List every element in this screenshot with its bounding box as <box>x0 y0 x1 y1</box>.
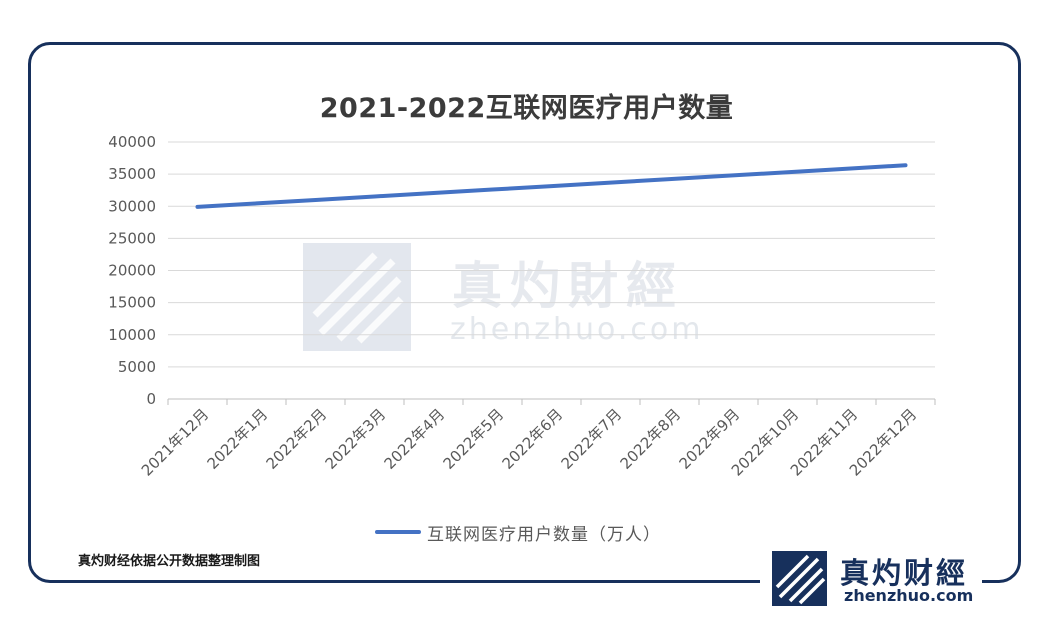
x-tick-label: 2022年2月 <box>263 405 331 473</box>
x-tick-label: 2022年7月 <box>558 405 626 473</box>
series-line <box>195 163 908 209</box>
x-tick-label: 2022年6月 <box>499 405 567 473</box>
y-tick-label: 20000 <box>108 262 156 280</box>
y-tick-label: 35000 <box>108 165 156 183</box>
x-tick-label: 2021年12月 <box>138 405 212 479</box>
legend-swatch <box>375 530 421 534</box>
logo-square-icon <box>772 551 827 606</box>
y-tick-label: 0 <box>146 390 156 408</box>
logo-stripes-icon <box>775 554 826 605</box>
y-tick-label: 10000 <box>108 326 156 344</box>
y-tick-label: 25000 <box>108 229 156 247</box>
y-tick-label: 40000 <box>108 133 156 151</box>
chart-frame <box>28 42 1021 583</box>
watermark-stripes-icon <box>312 252 404 344</box>
watermark-text-en: zhenzhuo.com <box>450 312 704 347</box>
source-note: 真灼财经依据公开数据整理制图 <box>78 554 261 569</box>
chart-title: 2021-2022互联网医疗用户数量 <box>319 93 734 124</box>
x-tick-label: 2022年3月 <box>322 405 390 473</box>
y-tick-label: 5000 <box>118 358 156 376</box>
x-tick-label: 2022年8月 <box>617 405 685 473</box>
legend-label: 互联网医疗用户数量（万人） <box>427 524 661 545</box>
y-tick-label: 15000 <box>108 294 156 312</box>
x-tick-label: 2022年4月 <box>381 405 449 473</box>
brand-logo: 真灼财經 zhenzhuo.com <box>760 546 982 612</box>
watermark-text-cn: 真灼財經 <box>452 257 684 315</box>
logo-name-en: zhenzhuo.com <box>844 586 974 605</box>
x-tick-label: 2022年1月 <box>204 405 272 473</box>
x-tick-label: 2022年5月 <box>440 405 508 473</box>
y-tick-label: 30000 <box>108 197 156 215</box>
legend: 互联网医疗用户数量（万人） <box>375 520 661 545</box>
watermark-logo-square <box>303 243 411 351</box>
logo-name-cn: 真灼财經 <box>840 556 969 590</box>
